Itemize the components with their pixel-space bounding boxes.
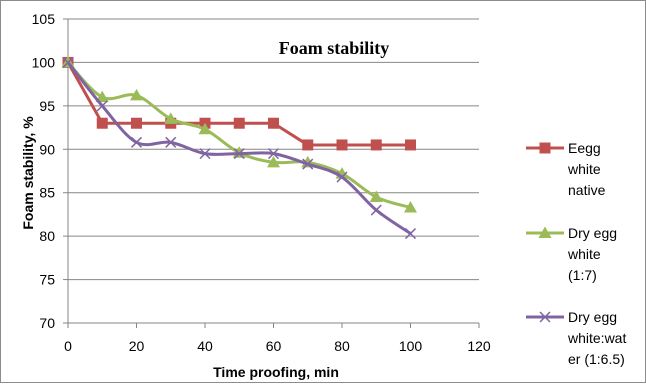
x-tick-labels: 0 20 40 60 80 100 120 — [64, 338, 491, 354]
data-point — [164, 112, 178, 124]
legend-label: Dry egg white (1:7) — [567, 225, 617, 283]
legend-label-line: Dry egg — [568, 225, 617, 241]
gridlines — [68, 18, 479, 281]
marker-stroke — [62, 56, 74, 68]
data-point — [130, 136, 143, 148]
data-point — [199, 148, 211, 160]
data-point — [232, 146, 246, 158]
legend-label: Eegg white native — [567, 140, 606, 198]
data-point — [268, 117, 279, 129]
x-tick-label: 80 — [334, 338, 350, 354]
y-tick-label: 105 — [32, 11, 56, 27]
series-line — [66, 61, 411, 147]
y-tick-label: 85 — [39, 185, 55, 201]
y-tick-label: 75 — [39, 272, 55, 288]
legend-label-line: Dry egg — [568, 309, 617, 325]
marker-stroke — [539, 311, 551, 323]
legend-label-line: white — [567, 246, 601, 262]
x-tick-label: 40 — [197, 338, 213, 354]
y-tick-label: 90 — [39, 141, 55, 157]
legend-entry-2: Dry egg white (1:7) — [526, 225, 617, 283]
data-point — [165, 136, 177, 148]
legend-label-line: native — [568, 182, 606, 198]
data-point — [267, 155, 280, 168]
legend-label-line: Eegg — [568, 140, 601, 156]
series-1 — [62, 56, 416, 151]
data-point — [404, 200, 417, 213]
marker-stroke — [302, 158, 314, 170]
marker-stroke — [267, 148, 280, 160]
series-3 — [62, 56, 417, 240]
x-tick-label: 100 — [399, 338, 423, 354]
x-tick-label: 60 — [266, 338, 282, 354]
legend-label-line: er (1:6.5) — [568, 351, 625, 367]
data-point — [336, 139, 348, 151]
series-line — [66, 61, 411, 209]
legend-entry-3: Dry egg white:wat er (1:6.5) — [526, 309, 626, 367]
data-point — [370, 204, 382, 216]
legend-label-line: white — [567, 161, 601, 177]
data-point — [96, 100, 108, 112]
legend-entry-1: Eegg white native — [526, 140, 606, 198]
marker-stroke — [96, 100, 108, 112]
data-point — [233, 117, 245, 129]
data-point — [130, 88, 143, 101]
data-point — [96, 117, 108, 129]
series-group — [61, 55, 417, 240]
marker-stroke — [130, 136, 143, 148]
y-tick-labels: 70 75 80 85 90 95 100 105 — [32, 11, 56, 331]
legend-label-line: (1:7) — [568, 267, 597, 283]
x-tick-label: 0 — [64, 338, 72, 354]
x-tick-label: 20 — [129, 338, 145, 354]
marker-stroke — [165, 136, 177, 148]
marker-stroke — [233, 148, 245, 160]
y-tick-label: 80 — [39, 228, 55, 244]
data-point — [369, 190, 383, 203]
y-tick-label: 70 — [39, 315, 55, 331]
data-point — [95, 90, 109, 103]
y-tick-label: 100 — [32, 54, 56, 70]
legend: Eegg white native Dry egg white (1:7) Dry egg w… — [526, 140, 626, 367]
data-point — [233, 148, 245, 160]
data-point — [198, 122, 212, 135]
marker-stroke — [370, 204, 382, 216]
x-tick-label: 120 — [467, 338, 491, 354]
series-2 — [61, 55, 417, 213]
data-point — [62, 56, 74, 68]
chart-title: Foam stability — [279, 38, 390, 58]
data-point — [302, 158, 314, 170]
data-point — [336, 171, 348, 183]
legend-swatch-marker — [539, 311, 551, 323]
legend-swatch-marker — [538, 226, 552, 238]
legend-swatch-marker — [539, 142, 551, 154]
x-axis-title: Time proofing, min — [213, 364, 339, 380]
data-point — [131, 117, 142, 129]
marker-stroke — [199, 148, 211, 160]
y-tick-label: 95 — [39, 98, 55, 114]
data-point — [370, 139, 382, 151]
marker-stroke — [404, 228, 417, 240]
legend-label: Dry egg white:wat er (1:6.5) — [567, 309, 626, 367]
axes — [63, 18, 480, 328]
data-point — [267, 148, 280, 160]
data-point — [405, 139, 416, 151]
marker-stroke — [336, 171, 348, 183]
data-point — [404, 228, 417, 240]
y-axis-title: Foam stability, % — [20, 116, 36, 230]
legend-label-line: white:wat — [567, 330, 626, 346]
data-point — [302, 139, 314, 151]
